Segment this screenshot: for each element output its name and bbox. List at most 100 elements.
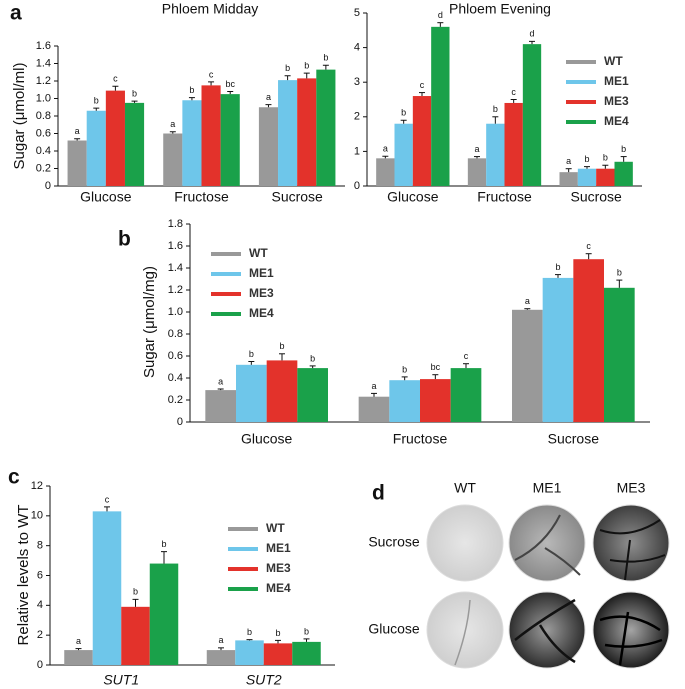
bar [604, 287, 635, 422]
bar [67, 140, 87, 186]
significance-letter: b [493, 104, 498, 114]
significance-letter: b [94, 96, 99, 106]
bar [450, 368, 482, 422]
significance-letter: c [113, 74, 118, 84]
bar [292, 641, 321, 665]
legend-label: ME1 [604, 74, 629, 88]
significance-letter: a [75, 126, 80, 136]
significance-letter: b [133, 587, 138, 597]
bar [486, 123, 505, 186]
y-tick-label: 0.4 [36, 145, 51, 157]
bar [182, 100, 202, 186]
panel-label: b [118, 228, 131, 251]
y-tick-label: 4 [354, 42, 360, 54]
significance-letter: c [511, 87, 516, 97]
y-tick-label: 4 [37, 599, 43, 611]
y-tick-label: 1.6 [36, 40, 51, 52]
bar [512, 309, 543, 422]
bar [86, 110, 106, 186]
bar [297, 368, 328, 422]
y-tick-label: 12 [31, 480, 43, 492]
bar [121, 606, 150, 665]
bar [412, 96, 432, 186]
panel-label: c [8, 466, 20, 489]
x-tick-label: Sucrose [548, 431, 600, 447]
y-tick-label: 1.4 [168, 262, 183, 274]
bar [149, 563, 179, 665]
bar [614, 161, 633, 186]
significance-letter: a [474, 144, 479, 154]
significance-letter: b [189, 85, 194, 95]
significance-letter: c [586, 241, 591, 251]
significance-letter: b [603, 153, 608, 163]
bar [266, 360, 298, 422]
leaf-disc [592, 591, 670, 669]
bar [389, 380, 420, 422]
legend-label: ME4 [249, 306, 274, 320]
significance-letter: a [218, 376, 223, 386]
x-tick-label: Sucrose [271, 189, 323, 205]
legend-label: ME4 [604, 114, 629, 128]
significance-letter: b [555, 262, 560, 272]
significance-letter: b [617, 267, 622, 277]
y-tick-label: 0.2 [36, 162, 51, 174]
y-tick-label: 6 [37, 569, 43, 581]
x-tick-label: Fructose [174, 189, 229, 205]
leaf-disc [426, 504, 504, 582]
bar [504, 102, 523, 186]
significance-letter: b [247, 627, 252, 637]
y-tick-label: 0.4 [168, 372, 183, 384]
bar [376, 158, 395, 186]
bar [236, 364, 267, 422]
y-tick-label: 1.0 [168, 306, 183, 318]
significance-letter: b [285, 63, 290, 73]
row-label: Sucrose [368, 534, 420, 550]
y-tick-label: 1.0 [36, 92, 51, 104]
significance-letter: b [402, 364, 407, 374]
y-tick-label: 8 [37, 540, 43, 552]
legend-label: ME1 [266, 541, 291, 555]
bar [297, 78, 317, 186]
column-label: ME3 [617, 480, 646, 496]
vein [599, 611, 663, 666]
significance-letter: a [371, 381, 376, 391]
significance-letter: a [566, 156, 571, 166]
bar [573, 259, 604, 422]
bar [316, 69, 336, 186]
bar [258, 107, 279, 186]
y-tick-label: 2 [37, 629, 43, 641]
chart-title: Phloem Evening [449, 1, 551, 17]
y-tick-label: 0.6 [168, 350, 183, 362]
bar [431, 26, 450, 187]
bar [278, 80, 298, 186]
y-tick-label: 1.6 [168, 240, 183, 252]
panel-label: d [372, 482, 385, 505]
bar [596, 168, 615, 186]
legend-label: WT [266, 521, 285, 535]
significance-letter: a [76, 636, 81, 646]
y-tick-label: 1.2 [168, 284, 183, 296]
leaf-disc [508, 591, 586, 669]
y-tick-label: 1.4 [36, 57, 51, 69]
significance-letter: b [621, 144, 626, 154]
legend-label: ME4 [266, 581, 291, 595]
significance-letter: b [304, 626, 309, 636]
bar [220, 94, 240, 186]
significance-letter: c [209, 69, 214, 79]
significance-letter: a [383, 144, 388, 154]
y-tick-label: 1 [354, 145, 360, 157]
y-tick-label: 0.8 [168, 328, 183, 340]
significance-letter: b [275, 628, 280, 638]
legend-label: WT [249, 246, 268, 260]
x-tick-label: SUT2 [246, 672, 282, 688]
x-tick-label: Sucrose [570, 189, 622, 205]
bar [105, 90, 125, 186]
legend-label: ME3 [266, 561, 291, 575]
x-tick-label: Fructose [393, 431, 448, 447]
legend-label: ME1 [249, 266, 274, 280]
y-tick-label: 3 [354, 76, 360, 88]
significance-letter: d [529, 29, 534, 39]
y-axis-label: Relative levels to WT [15, 505, 32, 646]
significance-letter: b [401, 108, 406, 118]
